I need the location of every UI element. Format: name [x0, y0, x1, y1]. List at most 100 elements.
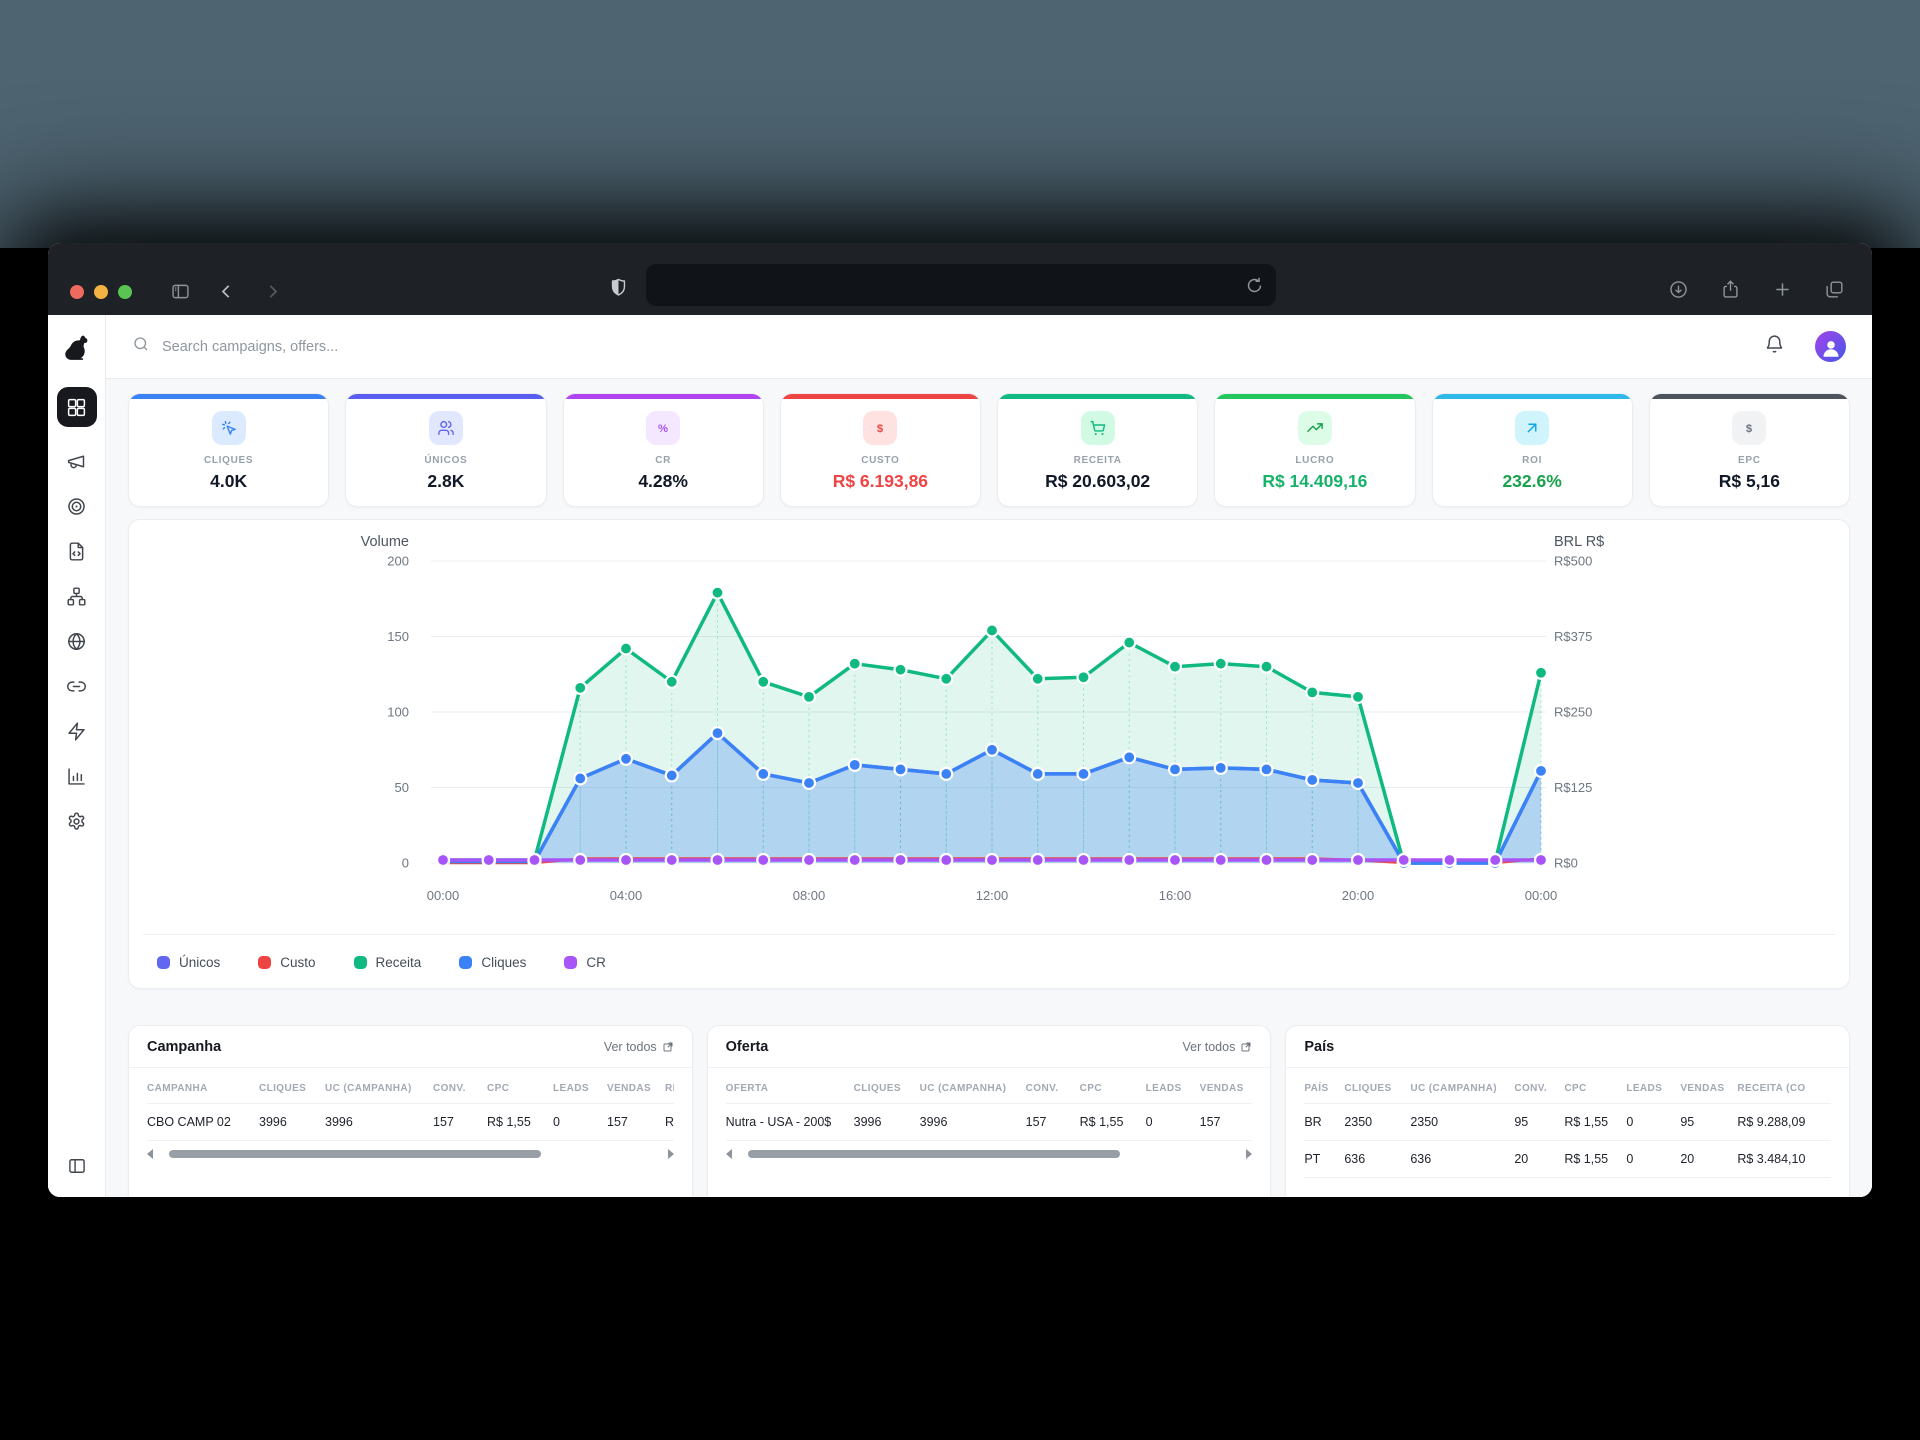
sidebar-item-megaphone[interactable]: [54, 439, 99, 484]
address-bar[interactable]: [646, 264, 1276, 306]
scrollbar-thumb[interactable]: [169, 1150, 541, 1158]
scrollbar-thumb[interactable]: [747, 1150, 1120, 1158]
kpi-label: ÚNICOS: [424, 455, 468, 466]
kpi-label: CR: [655, 455, 672, 466]
new-tab-icon[interactable]: [1770, 277, 1794, 301]
bell-icon[interactable]: [1764, 334, 1785, 360]
column-header: VENDAS: [607, 1068, 665, 1104]
sidebar-item-network[interactable]: [54, 574, 99, 619]
back-icon[interactable]: [214, 279, 238, 303]
privacy-shield-icon[interactable]: [606, 275, 630, 299]
legend-item[interactable]: CR: [564, 955, 606, 970]
horizontal-scrollbar[interactable]: [147, 1148, 674, 1160]
kpi-label: ROI: [1522, 455, 1543, 466]
kpi-value: R$ 5,16: [1718, 471, 1781, 491]
desktop-backdrop: [0, 0, 1920, 248]
table-row[interactable]: BR 2350 2350 95 R$ 1,55 0 95 R$ 9.288,09: [1304, 1103, 1831, 1141]
svg-text:04:00: 04:00: [610, 888, 643, 903]
users-icon: [428, 411, 463, 445]
sidebar-item-link[interactable]: [54, 664, 99, 709]
horizontal-scrollbar[interactable]: [725, 1148, 1253, 1160]
view-all-link[interactable]: Ver todos: [1183, 1040, 1253, 1054]
table-row[interactable]: PT 636 636 20 R$ 1,55 0 20 R$ 3.484,10: [1304, 1140, 1831, 1178]
kpi-accent-bar: [998, 394, 1198, 399]
avatar[interactable]: [1815, 331, 1846, 362]
share-icon[interactable]: [1718, 277, 1742, 301]
column-header: CLIQUES: [1344, 1068, 1411, 1104]
legend-swatch: [353, 955, 367, 969]
svg-text:$: $: [1746, 423, 1753, 435]
column-header: LEADS: [553, 1068, 607, 1104]
close-window-button[interactable]: [70, 285, 84, 299]
legend-item[interactable]: Cliques: [459, 955, 526, 970]
tab-overview-icon[interactable]: [1822, 277, 1846, 301]
table-card: País PAÍS CLIQUES UC (CAMPANHA) CONV. CPC LEA…: [1285, 1025, 1850, 1197]
sidebar-item-file-code[interactable]: [54, 529, 99, 574]
forward-icon[interactable]: [260, 279, 284, 303]
column-header: CONV.: [1514, 1068, 1565, 1104]
svg-text:50: 50: [395, 780, 409, 795]
minimize-window-button[interactable]: [94, 285, 108, 299]
table-cell: 3996: [325, 1103, 433, 1141]
table-cell: 2350: [1410, 1103, 1515, 1141]
column-header: VENDAS: [1680, 1068, 1738, 1104]
table-cell: 0: [1626, 1140, 1681, 1178]
sidebar-nav: [48, 379, 105, 844]
kpi-row: CLIQUES 4.0K ÚNICOS 2.8K % CR 4.28% $ CU…: [128, 393, 1850, 507]
breakdown-tables-row: Campanha Ver todos CAMPANHA CLIQUES UC (CA…: [128, 1025, 1850, 1197]
table-cell: 3996: [259, 1103, 325, 1141]
sidebar-item-bar-chart[interactable]: [54, 754, 99, 799]
table-cell: 157: [1199, 1103, 1253, 1141]
svg-text:200: 200: [387, 554, 409, 569]
table-cell: CBO CAMP 02: [147, 1103, 259, 1141]
reload-icon[interactable]: [1242, 273, 1266, 297]
svg-text:0: 0: [402, 856, 409, 871]
svg-text:20:00: 20:00: [1342, 888, 1375, 903]
kpi-accent-bar: [129, 394, 329, 399]
sidebar-item-zap[interactable]: [54, 709, 99, 754]
sidebar-toggle-icon[interactable]: [168, 279, 192, 303]
kpi-card: ÚNICOS 2.8K: [345, 393, 547, 507]
table-cell: 157: [1025, 1103, 1080, 1141]
column-header: RECEITA (CO: [1737, 1068, 1831, 1104]
sidebar-item-dashboard-grid[interactable]: [56, 387, 97, 427]
legend-item[interactable]: Únicos: [157, 955, 220, 970]
kpi-card: $ EPC R$ 5,16: [1648, 393, 1850, 507]
scroll-right-icon[interactable]: [667, 1149, 674, 1159]
svg-text:R$375: R$375: [1554, 629, 1592, 644]
legend-item[interactable]: Custo: [258, 955, 316, 970]
search-input[interactable]: [162, 338, 582, 355]
table-cell: BR: [1304, 1103, 1345, 1141]
sidebar-item-target[interactable]: [54, 484, 99, 529]
shopping-cart-icon: [1080, 411, 1115, 445]
settings-gear-icon: [68, 812, 85, 830]
sidebar-item-settings-gear[interactable]: [54, 799, 99, 844]
downloads-icon[interactable]: [1666, 277, 1690, 301]
kpi-accent-bar: [1649, 394, 1849, 399]
table-cell: 3996: [853, 1103, 920, 1141]
sidebar-item-globe[interactable]: [54, 619, 99, 664]
svg-text:%: %: [658, 423, 668, 435]
legend-item[interactable]: Receita: [353, 955, 421, 970]
table-cell: 0: [553, 1103, 607, 1141]
trending-up-icon: [1297, 411, 1332, 445]
panel-left-icon[interactable]: [67, 1156, 87, 1181]
dashboard-grid-icon: [67, 398, 86, 416]
maximize-window-button[interactable]: [118, 285, 132, 299]
dollar-icon: $: [863, 411, 898, 445]
column-header: UC (CAMPANHA): [325, 1068, 433, 1104]
scroll-left-icon[interactable]: [147, 1149, 153, 1159]
column-header: UC (CAMPANHA): [1410, 1068, 1515, 1104]
dog-logo-icon[interactable]: [48, 315, 105, 379]
table-card: Oferta Ver todos OFERTA CLIQUES UC (CAMPAN…: [706, 1025, 1272, 1197]
table-title: País: [1304, 1039, 1335, 1055]
table-row[interactable]: Nutra - USA - 200$ 3996 3996 157 R$ 1,55 0 157: [725, 1103, 1253, 1141]
file-code-icon: [69, 542, 84, 561]
view-all-link[interactable]: Ver todos: [604, 1040, 674, 1054]
table-title: Campanha: [147, 1039, 222, 1055]
table-cell: 20: [1514, 1140, 1565, 1178]
scroll-left-icon[interactable]: [725, 1149, 732, 1159]
scroll-right-icon[interactable]: [1246, 1149, 1253, 1159]
kpi-accent-bar: [1432, 394, 1632, 399]
